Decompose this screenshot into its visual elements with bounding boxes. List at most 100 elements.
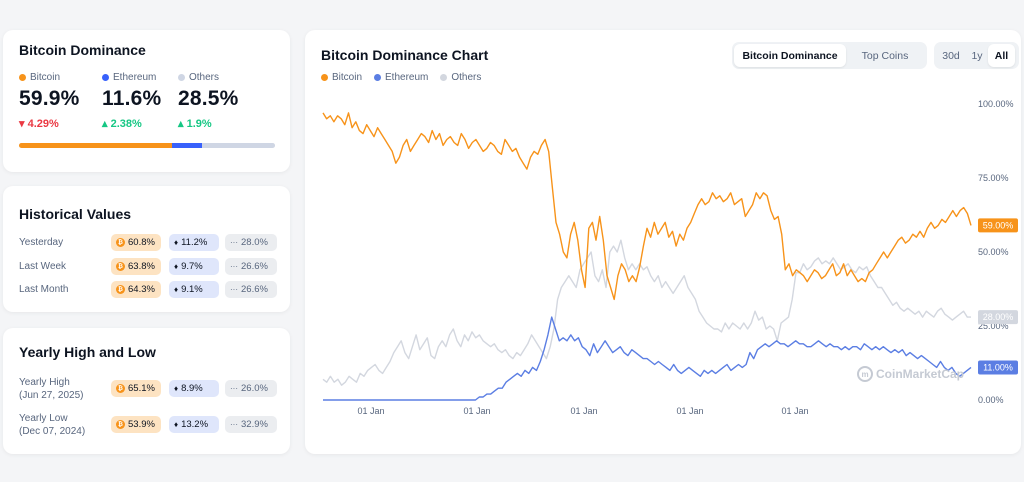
others-pill: ··· 26.6%	[225, 281, 277, 298]
ethereum-pill: ♦ 8.9%	[169, 380, 219, 397]
dominance-ethereum: Ethereum 11.6% ▴ 2.38%	[102, 72, 161, 130]
ethereum-pill: ♦ 9.1%	[169, 281, 219, 298]
dominance-label: Others	[189, 72, 220, 83]
bitcoin-icon: ₿	[116, 420, 125, 429]
chart-card: 100.00% 75.00% 50.00% 25.00% 0.00% 01 Jan 01 J…	[305, 30, 1021, 454]
legend-others[interactable]: Others	[440, 72, 481, 83]
legend-bitcoin[interactable]: Bitcoin	[321, 72, 362, 83]
more-icon: ···	[230, 238, 238, 247]
ethereum-dot-icon	[374, 74, 382, 81]
share-bar-others	[202, 143, 275, 148]
row-label: Yearly High (Jun 27, 2025)	[19, 377, 84, 401]
y-tick-label: 50.00%	[978, 247, 1009, 257]
dominance-change: ▴ 1.9%	[178, 118, 212, 130]
watermark: m CoinMarketCap	[857, 366, 964, 382]
row-label: Yearly Low (Dec 07, 2024)	[19, 413, 86, 437]
bitcoin-icon: ₿	[116, 262, 125, 271]
dominance-bitcoin: Bitcoin 59.9% ▾ 4.29%	[19, 72, 80, 130]
dominance-share-bar	[19, 143, 275, 148]
ethereum-pill: ♦ 13.2%	[169, 416, 219, 433]
last-value-tag-bitcoin	[978, 218, 1018, 233]
y-tick-label: 0.00%	[978, 395, 1004, 405]
chart-legend: Bitcoin Ethereum Others	[321, 72, 481, 83]
ethereum-pill: ♦ 11.2%	[169, 234, 219, 251]
dominance-label: Bitcoin	[30, 72, 61, 83]
chart-type-tabs: Bitcoin Dominance Top Coins	[732, 42, 927, 69]
share-bar-ethereum	[172, 143, 203, 148]
dominance-label: Ethereum	[113, 72, 157, 83]
dominance-value: 28.5%	[178, 87, 239, 110]
bitcoin-pill: ₿ 53.9%	[111, 416, 161, 433]
dominance-change: ▴ 2.38%	[102, 118, 142, 130]
dominance-card: Bitcoin Dominance Bitcoin 59.9% ▾ 4.29% …	[3, 30, 290, 172]
last-value-tag-ethereum	[978, 360, 1018, 375]
dominance-change: ▾ 4.29%	[19, 118, 59, 130]
ethereum-icon: ♦	[174, 285, 179, 294]
dominance-value: 59.9%	[19, 87, 80, 110]
bitcoin-pill: ₿ 65.1%	[111, 380, 161, 397]
others-pill: ··· 28.0%	[225, 234, 277, 251]
bitcoin-icon: ₿	[116, 285, 125, 294]
ethereum-icon: ♦	[174, 262, 179, 271]
caret-up-icon: ▴	[102, 118, 108, 130]
range-1y[interactable]: 1y	[971, 49, 983, 62]
x-tick-label: 01 Jan	[781, 406, 808, 416]
bitcoin-dot-icon	[321, 74, 328, 81]
y-tick-label: 25.00%	[978, 321, 1009, 331]
others-dot-icon	[178, 74, 185, 81]
series-line-ethereum	[323, 316, 972, 401]
row-label: Last Month	[19, 284, 69, 295]
yearly-title: Yearly High and Low	[19, 344, 156, 360]
ethereum-icon: ♦	[174, 238, 179, 247]
x-tick-label: 01 Jan	[463, 406, 490, 416]
others-pill: ··· 26.6%	[225, 258, 277, 275]
bitcoin-pill: ₿ 64.3%	[111, 281, 161, 298]
yearly-high-low-card: Yearly High and Low Yearly High (Jun 27, …	[3, 328, 290, 454]
bitcoin-pill: ₿ 63.8%	[111, 258, 161, 275]
dominance-others: Others 28.5% ▴ 1.9%	[178, 72, 239, 130]
bitcoin-pill: ₿ 60.8%	[111, 234, 161, 251]
x-tick-label: 01 Jan	[676, 406, 703, 416]
series-line-bitcoin	[322, 112, 972, 301]
bitcoin-icon: ₿	[116, 384, 125, 393]
more-icon: ···	[230, 384, 238, 393]
x-tick-label: 01 Jan	[357, 406, 384, 416]
bitcoin-dot-icon	[19, 74, 26, 81]
dominance-title: Bitcoin Dominance	[19, 42, 146, 58]
time-range-tabs: 30d 1y All	[934, 42, 1019, 69]
value-row: Yesterday ₿ 60.8% ♦ 11.2% ··· 28.0%	[19, 234, 279, 252]
coinmarketcap-logo-icon: m	[857, 366, 873, 382]
dominance-chart[interactable]: 100.00% 75.00% 50.00% 25.00% 0.00% 01 Jan 01 J…	[305, 30, 1021, 454]
tab-top-coins[interactable]: Top Coins	[861, 49, 909, 62]
row-label: Last Week	[19, 261, 67, 272]
chart-title: Bitcoin Dominance Chart	[321, 47, 489, 63]
value-row: Yearly High (Jun 27, 2025) ₿ 65.1% ♦ 8.9% ··· 2…	[19, 377, 279, 401]
last-value-label-ethereum: 11.00%	[983, 362, 1013, 372]
ethereum-icon: ♦	[174, 384, 179, 393]
historical-values-card: Historical Values Yesterday ₿ 60.8% ♦ 11.2% ·…	[3, 186, 290, 312]
ethereum-pill: ♦ 9.7%	[169, 258, 219, 275]
last-value-label-bitcoin: 59.00%	[983, 220, 1014, 230]
y-tick-label: 100.00%	[978, 99, 1014, 109]
last-value-tag-others	[978, 310, 1018, 325]
range-all[interactable]: All	[988, 44, 1015, 67]
x-tick-label: 01 Jan	[570, 406, 597, 416]
dominance-value: 11.6%	[102, 87, 162, 110]
others-pill: ··· 26.0%	[225, 380, 277, 397]
value-row: Last Month ₿ 64.3% ♦ 9.1% ··· 26.6%	[19, 281, 279, 299]
legend-ethereum[interactable]: Ethereum	[374, 72, 428, 83]
series-line-others	[322, 239, 971, 386]
more-icon: ···	[230, 262, 238, 271]
more-icon: ···	[230, 285, 238, 294]
tab-bitcoin-dominance[interactable]: Bitcoin Dominance	[734, 44, 846, 67]
others-dot-icon	[440, 74, 448, 81]
row-label: Yesterday	[19, 237, 64, 248]
more-icon: ···	[230, 420, 238, 429]
ethereum-icon: ♦	[174, 420, 179, 429]
caret-down-icon: ▾	[19, 118, 25, 130]
value-row: Last Week ₿ 63.8% ♦ 9.7% ··· 26.6%	[19, 258, 279, 276]
ethereum-dot-icon	[102, 74, 109, 81]
share-bar-bitcoin	[19, 143, 173, 148]
bitcoin-icon: ₿	[116, 238, 125, 247]
range-30d[interactable]: 30d	[942, 49, 960, 62]
